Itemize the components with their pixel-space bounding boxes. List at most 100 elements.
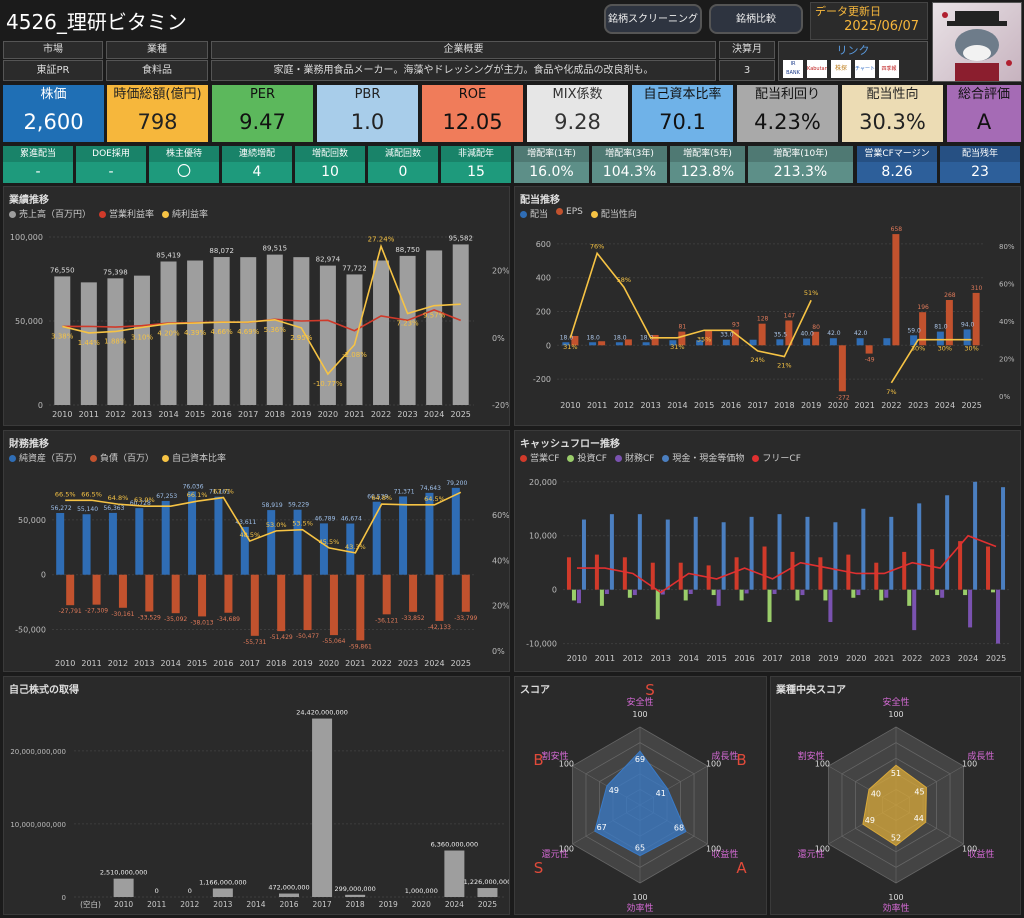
equity-bar	[372, 501, 381, 575]
div-legend: 配当 EPS 配当性向	[520, 207, 637, 220]
y2-tick: -20%	[492, 401, 509, 410]
radar-max-label: 100	[632, 893, 647, 902]
radar-axis-label: 収益性	[711, 848, 738, 860]
x-tick: 2013	[132, 410, 152, 419]
cf-chart: -10,000 0 10,000 20,000 2010 2011 2012 2013 2014…	[526, 478, 1010, 663]
perf-panel: 業績推移 売上高（百万円） 営業利益率 純利益率 0 50,000 100,000 -…	[3, 186, 510, 426]
cash-bar	[609, 514, 614, 590]
y2-tick: 0%	[492, 647, 505, 656]
kpi-2: PER 9.47	[212, 85, 313, 142]
radar-value: 68	[674, 824, 684, 833]
x-tick: 2010	[52, 410, 72, 419]
debt-label: -42,133	[428, 624, 451, 631]
debt-label: -27,791	[59, 608, 82, 615]
equity-bar	[82, 514, 91, 575]
sales-bar	[293, 257, 310, 405]
buyback-label: 6,360,000,000	[431, 841, 479, 849]
ratio-label: 66.5%	[55, 490, 76, 498]
op-cf-bar	[874, 562, 879, 590]
equity-bar	[108, 512, 117, 575]
op-cf-bar	[902, 551, 907, 590]
debt-label: -51,429	[270, 634, 293, 641]
equity-bar	[161, 500, 170, 575]
kpi-1: 時価総額(億円) 798	[107, 85, 208, 142]
y-tick: 400	[536, 274, 551, 283]
eps-label: 268	[944, 292, 956, 299]
eps-label: 93	[732, 322, 740, 329]
x-tick: 2014	[158, 410, 178, 419]
debt-label: -36,121	[375, 617, 398, 624]
stat-label: 累進配当	[3, 146, 73, 162]
net-label: 1.44%	[78, 339, 101, 347]
div-label: 59.0	[907, 327, 921, 334]
cf-legend-inv: 投資CF	[577, 454, 607, 464]
industry-panel: 業種中央スコア 51 45 44 52 49 40 安全性 100 成長性 100 収益性 100 効率…	[770, 676, 1021, 915]
link-shikiho[interactable]: 四季報	[879, 60, 899, 78]
payout-label: 21%	[777, 362, 791, 370]
net-margin-line	[62, 243, 461, 376]
fin-cf-bar	[884, 589, 889, 598]
kpi-label: PER	[249, 87, 276, 102]
div-label: 18.0	[613, 334, 627, 341]
x-tick: 2017	[762, 654, 782, 663]
equity-bar	[425, 492, 434, 575]
stat-2: 株主優待〇	[149, 146, 219, 183]
eps-bar	[624, 339, 632, 346]
x-tick: 2015	[706, 654, 726, 663]
sales-bar	[187, 260, 204, 405]
link-kabutan[interactable]: Kabutan	[807, 60, 827, 78]
equity-label: 66,539	[367, 494, 388, 501]
eps-label: 81	[679, 324, 687, 331]
eps-label: 80	[812, 324, 820, 331]
compare-button[interactable]: 銘柄比較	[709, 4, 803, 34]
buyback-bar	[477, 888, 498, 897]
avatar-illustration	[942, 11, 1012, 81]
net-label: 3.10%	[131, 333, 154, 341]
inv-cf-bar	[991, 589, 996, 593]
x-tick: 2024	[424, 410, 444, 419]
ratio-label: 64.8%	[108, 494, 129, 502]
x-tick: 2016	[211, 410, 231, 419]
stat-value: 16.0%	[529, 164, 574, 180]
stat-label: 株主優待	[149, 146, 219, 162]
x-tick: 2012	[623, 654, 643, 663]
sales-label: 88,750	[395, 246, 420, 254]
kpi-label: 配当性向	[866, 87, 919, 102]
x-tick: 2017	[313, 900, 332, 909]
link-kabutan-alt[interactable]: 株探	[831, 60, 851, 78]
y-tick: 100,000	[10, 233, 43, 242]
eps-label: 310	[971, 285, 983, 292]
stat-12: 配当残年 23	[940, 146, 1020, 183]
div-bar	[722, 339, 730, 346]
x-tick: 2017	[240, 659, 260, 668]
radar-max-label: 100	[815, 760, 830, 769]
screening-button[interactable]: 銘柄スクリーニング	[604, 4, 702, 34]
y-tick: 10,000,000,000	[10, 821, 66, 829]
stat-label: 増配率(10年)	[748, 146, 853, 162]
debt-label: -50,477	[296, 633, 319, 640]
cf-legend: 営業CF 投資CF 財務CF 現金・現金等価物 フリーCF	[520, 451, 801, 464]
kpi-label: MIX係数	[552, 87, 603, 102]
op-cf-bar	[762, 546, 767, 590]
fin-cf-bar	[688, 589, 693, 594]
debt-bar	[461, 574, 470, 612]
equity-label: 79,200	[446, 480, 467, 487]
perf-legend-op: 営業利益率	[109, 210, 155, 220]
x-tick: 2019	[818, 654, 838, 663]
radar-value: 52	[891, 834, 901, 843]
update-box: データ更新日 2025/06/07	[810, 2, 928, 40]
net-label: 27.24%	[368, 235, 395, 243]
debt-bar	[198, 574, 207, 617]
payout-label: 30%	[964, 345, 978, 353]
stat-value: 10	[321, 164, 339, 180]
equity-bar	[188, 491, 197, 575]
fin-legend-net: 純資産（百万）	[19, 454, 83, 464]
link-irbank[interactable]: IR BANK	[783, 60, 803, 78]
link-chart[interactable]: チャート	[855, 60, 875, 78]
debt-bar	[382, 574, 391, 615]
sales-bar	[133, 275, 150, 405]
net-label: 3.38%	[51, 332, 74, 340]
debt-bar	[118, 574, 127, 608]
kpi-value: 70.1	[659, 110, 706, 134]
equity-label: 46,789	[314, 515, 335, 522]
